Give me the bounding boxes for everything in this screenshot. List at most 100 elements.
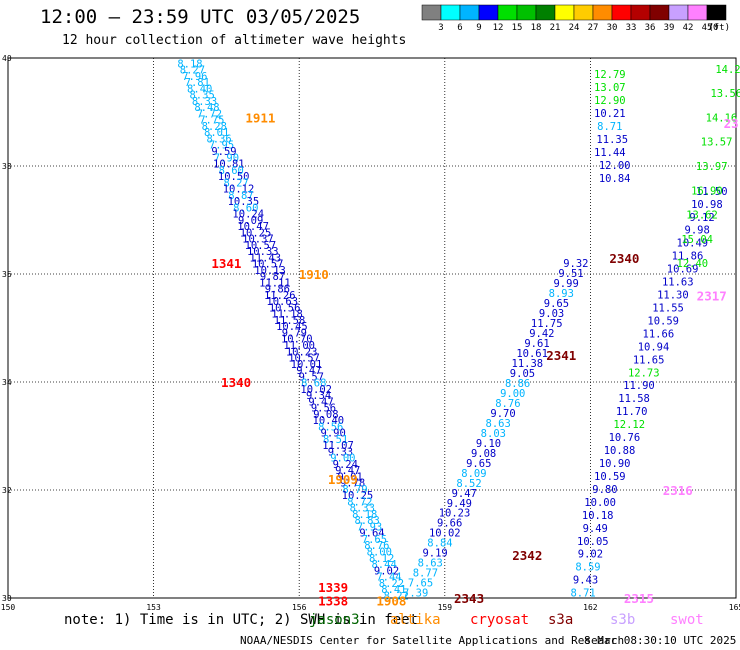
wave-height-value: 11.90 — [623, 380, 655, 392]
page-title: 12:00 – 23:59 UTC 03/05/2025 — [40, 6, 361, 28]
wave-height-value: 8.03 — [481, 428, 506, 440]
wave-height-value: 10.24 — [232, 209, 264, 221]
colorbar-tick-label: 24 — [569, 23, 580, 33]
wave-height-value: 10.05 — [577, 536, 609, 548]
colorbar-tick-label: 12 — [493, 23, 504, 33]
colorbar-swatch — [687, 4, 708, 21]
wave-height-value: 10.21 — [594, 108, 626, 120]
wave-height-value: 7.90 — [214, 152, 239, 164]
pass-number-label: 1341 — [211, 256, 241, 271]
wave-height-value: 13.07 — [594, 82, 626, 94]
wave-height-value: 11.00 — [283, 340, 315, 352]
wave-height-value: 10.76 — [609, 432, 641, 444]
colorbar-swatch — [478, 4, 499, 21]
wave-height-value: 9.33 — [328, 446, 353, 458]
wave-height-value: 10.70 — [281, 334, 313, 346]
wave-height-value: 10.50 — [218, 171, 250, 183]
wave-height-value: 9.47 — [308, 396, 333, 408]
wave-height-value: 12.12 — [613, 419, 645, 431]
longitude-tick-label: 162 — [583, 603, 598, 612]
wave-height-value: 12.40 — [677, 258, 709, 270]
wave-height-value: 9.47 — [296, 365, 321, 377]
wave-height-value: 8.27 — [180, 65, 205, 77]
wave-height-value: 10.94 — [638, 341, 670, 353]
wave-height-value: 10.18 — [582, 510, 614, 522]
wave-height-value: 11.26 — [264, 290, 296, 302]
longitude-tick-label: 150 — [1, 603, 16, 612]
latitude-tick-label: 40 — [2, 54, 12, 63]
wave-height-value: 8.12 — [369, 553, 394, 565]
wave-height-value: 7.72 — [197, 108, 222, 120]
wave-height-value: 11.58 — [274, 315, 306, 327]
wave-height-value: 10.25 — [342, 490, 374, 502]
wave-height-value: 14.26 — [715, 64, 740, 76]
map-frame — [7, 57, 737, 599]
colorbar-swatch — [516, 4, 537, 21]
wave-height-value: 9.42 — [529, 328, 554, 340]
colorbar-swatch — [440, 4, 461, 21]
wave-height-value: 14.16 — [706, 112, 738, 124]
pass-number-label: 23 — [724, 116, 739, 131]
wave-height-value: 9.70 — [490, 408, 515, 420]
wave-height-value: 10.12 — [223, 184, 255, 196]
wave-height-value: 11.38 — [512, 358, 544, 370]
wave-height-value: 10.57 — [252, 259, 284, 271]
wave-height-value: 10.00 — [584, 497, 616, 509]
wave-height-value: 9.01 — [338, 471, 363, 483]
pass-number-label: 1911 — [245, 110, 275, 125]
wave-height-value: 8.86 — [505, 378, 530, 390]
wave-height-value: 8.63 — [418, 558, 443, 570]
wave-height-value: 12.90 — [594, 95, 626, 107]
wave-height-value: 8.35 — [189, 90, 214, 102]
wave-height-value: 11.11 — [259, 277, 291, 289]
wave-height-value: 11.18 — [271, 309, 303, 321]
wave-height-value: 9.19 — [422, 548, 447, 560]
wave-height-value: 8.71 — [597, 121, 622, 133]
wave-height-value: 9.51 — [558, 268, 583, 280]
colorbar-tick-label: 6 — [457, 23, 462, 33]
wave-height-value: 10.02 — [429, 528, 461, 540]
track: 12.7913.0712.9010.218.7111.3511.4412.001… — [570, 69, 727, 599]
wave-height-value: 10.84 — [599, 173, 631, 185]
wave-height-value: 8.63 — [486, 418, 511, 430]
wave-height-value: 11.44 — [594, 147, 626, 159]
wave-height-value: 12.00 — [599, 160, 631, 172]
colorbar-swatch — [497, 4, 518, 21]
wave-height-value: 8.60 — [233, 202, 258, 214]
wave-height-value: 9.08 — [313, 409, 338, 421]
satellite-legend-cryosat: cryosat — [470, 612, 530, 628]
wave-height-value: 11.75 — [531, 318, 563, 330]
wave-height-value: 9.05 — [510, 368, 535, 380]
wave-height-value: 13.57 — [701, 137, 733, 149]
wave-height-value: 8.76 — [495, 398, 520, 410]
latitude-tick-label: 30 — [2, 594, 12, 603]
wave-height-value: 9.32 — [563, 258, 588, 270]
wave-height-value: 9.90 — [321, 428, 346, 440]
wave-height-value: 9.59 — [211, 146, 236, 158]
satellite-legend-s3a: s3a — [548, 612, 574, 628]
wave-height-value: 7.93 — [357, 521, 382, 533]
wave-height-value: 9.09 — [238, 215, 263, 227]
colorbar-unit: (ft) — [708, 23, 730, 33]
wave-height-value: 9.02 — [374, 565, 399, 577]
wave-height-value: 10.63 — [266, 296, 298, 308]
footer-note: note: 1) Time is in UTC; 2) SWH is in fe… — [64, 612, 418, 628]
wave-height-value: 13.62 — [686, 210, 718, 222]
wave-height-value: 8.44 — [371, 559, 396, 571]
track: 9.329.519.998.939.659.0311.759.429.6110.… — [403, 258, 588, 599]
satellite-legend-jason3: jason3 — [309, 612, 360, 628]
wave-height-value: 8.93 — [549, 288, 574, 300]
wave-height-value: 9.00 — [500, 388, 525, 400]
wave-height-value: 10.69 — [667, 264, 699, 276]
wave-height-value: 10.47 — [237, 221, 269, 233]
track: 8.188.277.967.818.408.358.338.487.727.75… — [177, 58, 409, 602]
wave-height-value: 10.37 — [242, 234, 274, 246]
wave-height-value: 9.49 — [447, 498, 472, 510]
wave-height-value: 8.36 — [206, 133, 231, 145]
wave-height-value: 7.81 — [185, 77, 210, 89]
longitude-tick-label: 153 — [146, 603, 161, 612]
wave-height-value: 7.95 — [209, 140, 234, 152]
wave-height-value: 9.12 — [689, 212, 714, 224]
wave-height-value: 11.50 — [696, 186, 728, 198]
